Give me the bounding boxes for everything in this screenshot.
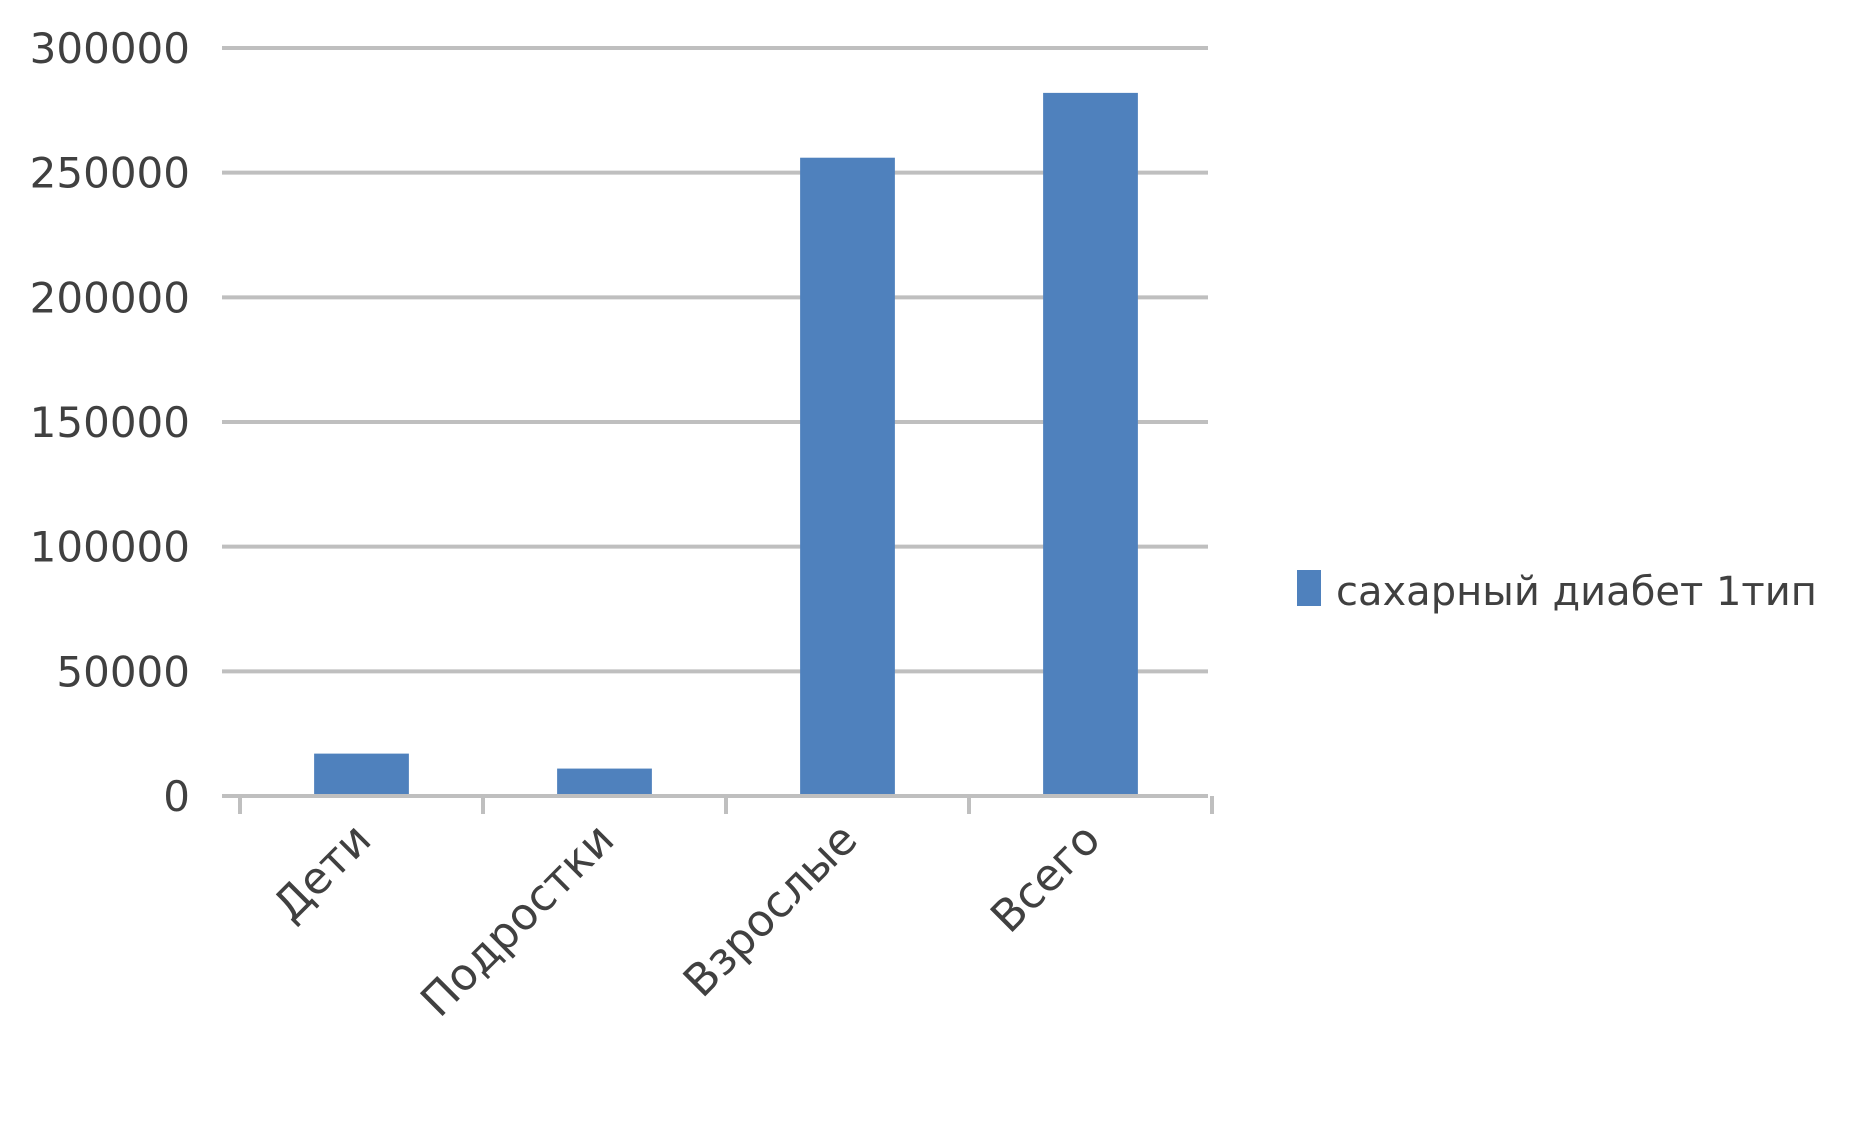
y-tick-label: 150000 (30, 398, 190, 447)
legend: сахарный диабет 1тип (1297, 569, 1817, 615)
bars (314, 92, 1138, 796)
y-tick-label: 250000 (30, 149, 190, 198)
bar (557, 768, 652, 796)
x-tick-label: Взрослые (674, 814, 867, 1007)
y-tick-label: 300000 (30, 24, 190, 73)
legend-swatch (1297, 570, 1321, 606)
y-tick-label: 200000 (30, 273, 190, 322)
x-tick-label: Подростки (411, 814, 624, 1027)
x-tick-label: Всего (981, 814, 1110, 943)
legend-label: сахарный диабет 1тип (1336, 569, 1817, 615)
x-tick-labels: Дети Подростки Взрослые Всего (263, 814, 1110, 1027)
x-tick-label: Дети (263, 814, 381, 932)
bar (314, 753, 409, 796)
bar (800, 157, 895, 796)
y-tick-label: 100000 (30, 523, 190, 572)
y-tick-label: 0 (163, 772, 190, 821)
axes (222, 794, 1214, 814)
y-tick-label: 50000 (56, 647, 190, 696)
y-tick-labels: 0 50000 100000 150000 200000 250000 300000 (30, 24, 190, 821)
bar (1043, 92, 1138, 796)
